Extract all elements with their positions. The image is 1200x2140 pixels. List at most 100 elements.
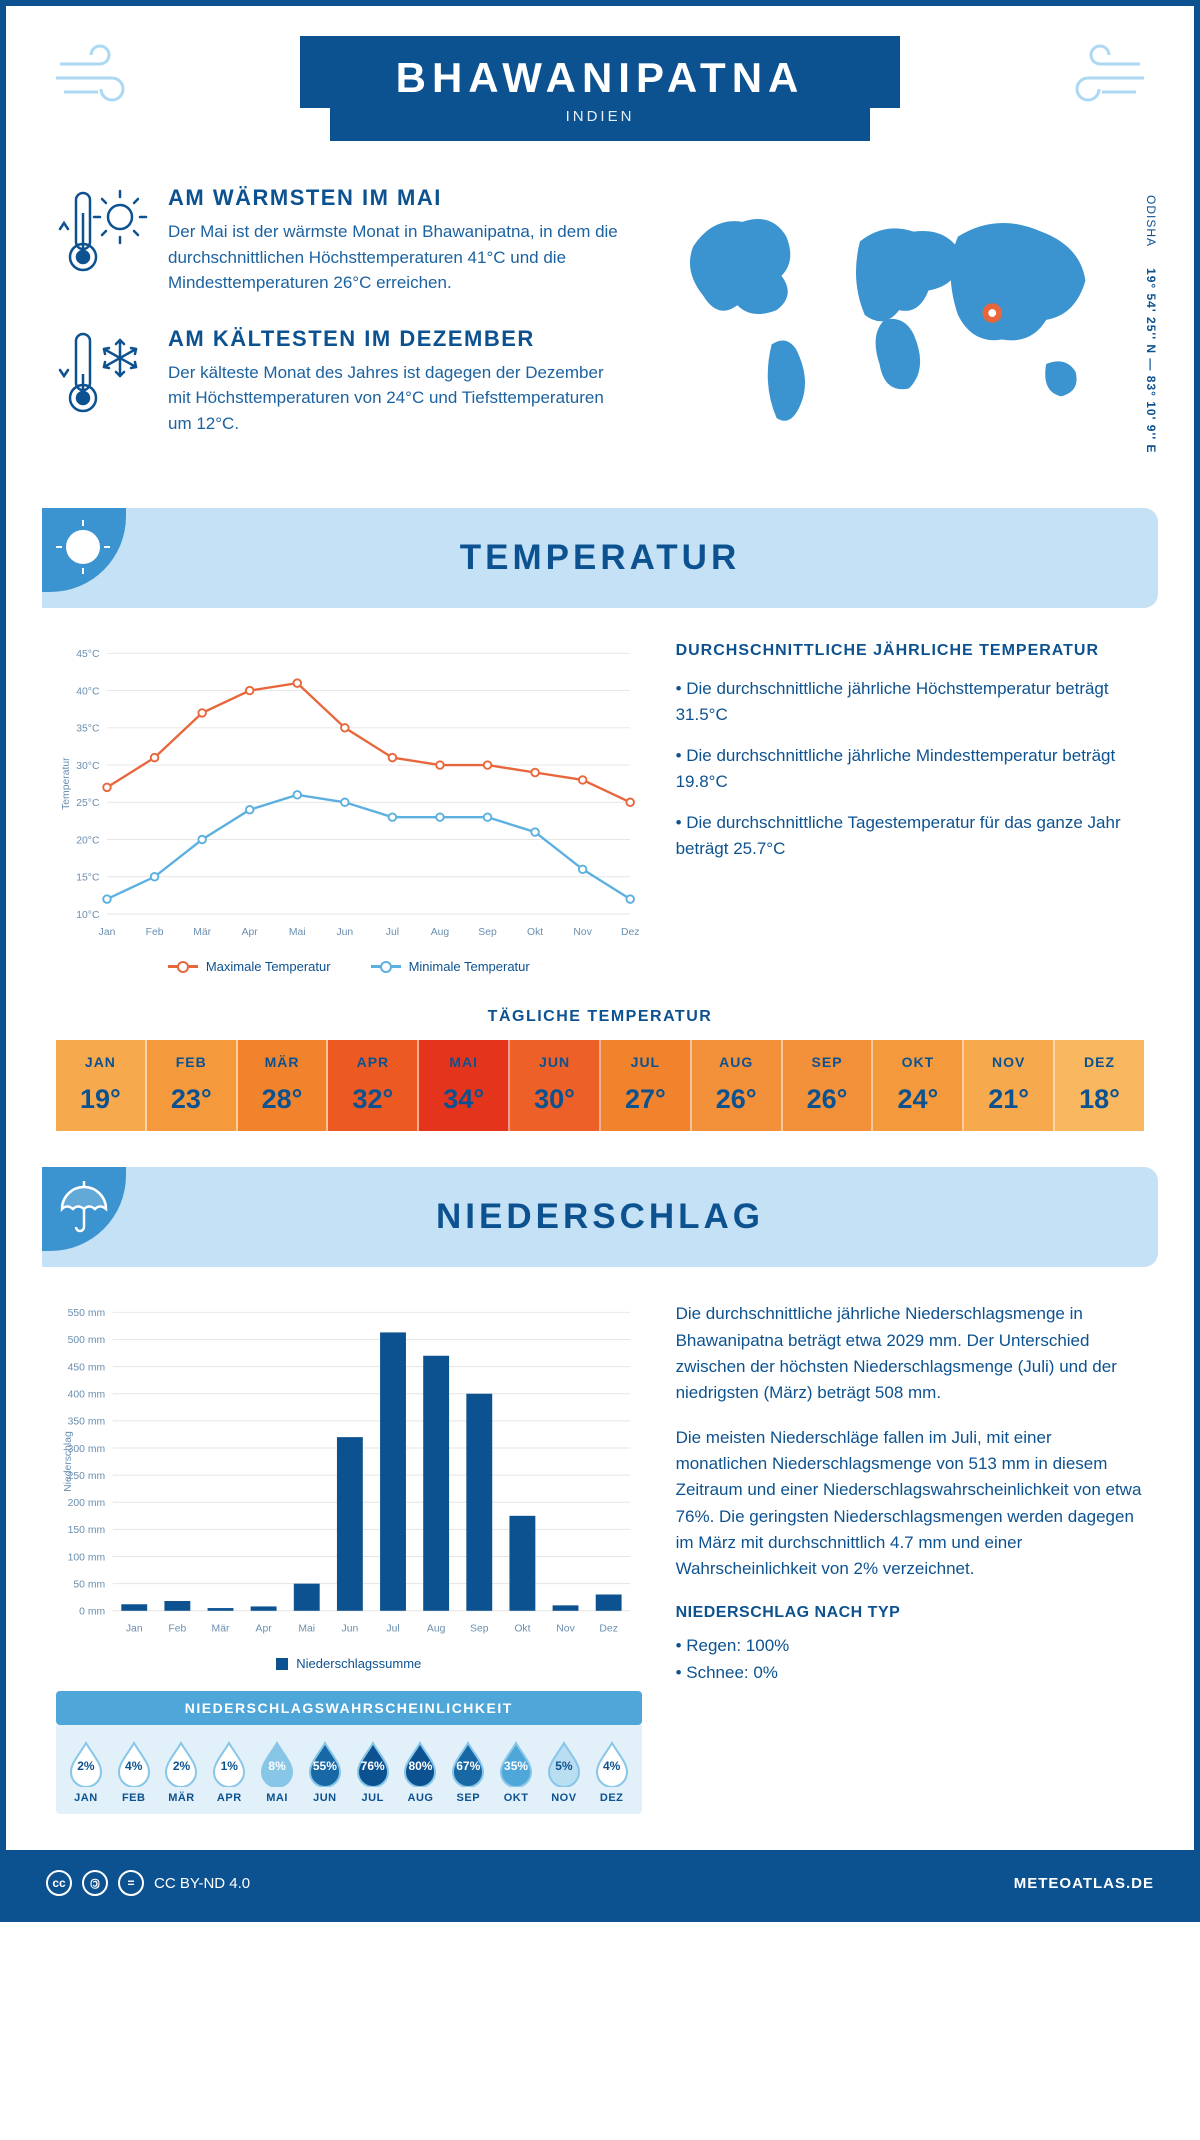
- svg-text:Apr: Apr: [242, 927, 259, 938]
- prob-cell: 1% APR: [205, 1739, 253, 1804]
- rain-left-col: 0 mm50 mm100 mm150 mm200 mm250 mm300 mm3…: [56, 1301, 642, 1814]
- svg-text:Okt: Okt: [527, 927, 543, 938]
- daily-cell: APR32°: [328, 1040, 419, 1131]
- rain-type-title: NIEDERSCHLAG NACH TYP: [676, 1601, 1144, 1626]
- rain-legend: Niederschlagssumme: [56, 1656, 642, 1671]
- svg-text:Mai: Mai: [289, 927, 306, 938]
- section-temperature: TEMPERATUR: [42, 508, 1158, 608]
- fact-warmest: AM WÄRMSTEN IM MAI Der Mai ist der wärms…: [56, 185, 620, 296]
- section-rain: NIEDERSCHLAG: [42, 1167, 1158, 1267]
- daily-cell: FEB23°: [147, 1040, 238, 1131]
- svg-text:Jan: Jan: [99, 927, 116, 938]
- svg-text:450 mm: 450 mm: [68, 1363, 105, 1374]
- daily-cell: DEZ18°: [1055, 1040, 1144, 1131]
- svg-text:Feb: Feb: [146, 927, 164, 938]
- svg-text:10°C: 10°C: [76, 910, 100, 921]
- map-col: ODISHA 19° 54' 25'' N — 83° 10' 9'' E: [654, 185, 1144, 466]
- site-label: METEOATLAS.DE: [1014, 1875, 1154, 1892]
- svg-text:Sep: Sep: [478, 927, 497, 938]
- daily-cell: SEP26°: [783, 1040, 874, 1131]
- umbrella-icon: [52, 1175, 114, 1242]
- nd-icon: =: [118, 1870, 144, 1896]
- svg-text:20°C: 20°C: [76, 835, 100, 846]
- svg-text:Temperatur: Temperatur: [61, 757, 72, 810]
- prob-cell: 76% JUL: [349, 1739, 397, 1804]
- svg-text:Apr: Apr: [256, 1624, 273, 1635]
- svg-text:50 mm: 50 mm: [73, 1580, 105, 1591]
- fact-title: AM KÄLTESTEN IM DEZEMBER: [168, 326, 620, 352]
- svg-text:Mär: Mär: [193, 927, 211, 938]
- svg-text:350 mm: 350 mm: [68, 1417, 105, 1428]
- country-label: INDIEN: [390, 108, 810, 125]
- temp-legend: Maximale Temperatur Minimale Temperatur: [56, 959, 642, 974]
- temp-content: 10°C15°C20°C25°C30°C35°C40°C45°CJanFebMä…: [6, 608, 1194, 992]
- coordinates-label: ODISHA 19° 54' 25'' N — 83° 10' 9'' E: [1144, 195, 1158, 454]
- daily-cell: MÄR28°: [238, 1040, 329, 1131]
- header: BHAWANIPATNA INDIEN: [6, 6, 1194, 161]
- daily-temperature-row: JAN19°FEB23°MÄR28°APR32°MAI34°JUN30°JUL2…: [56, 1040, 1144, 1131]
- svg-text:Jun: Jun: [336, 927, 353, 938]
- svg-text:Niederschlag: Niederschlag: [63, 1431, 74, 1492]
- rain-chart: 0 mm50 mm100 mm150 mm200 mm250 mm300 mm3…: [56, 1301, 642, 1641]
- daily-cell: OKT24°: [873, 1040, 964, 1131]
- daily-title: TÄGLICHE TEMPERATUR: [6, 1008, 1194, 1026]
- fact-text: Der kälteste Monat des Jahres ist dagege…: [168, 360, 620, 437]
- svg-text:Aug: Aug: [431, 927, 450, 938]
- page: BHAWANIPATNA INDIEN AM WÄRMSTEN IM MAI D…: [0, 0, 1200, 1922]
- svg-text:30°C: 30°C: [76, 761, 100, 772]
- svg-text:Nov: Nov: [556, 1624, 575, 1635]
- svg-text:15°C: 15°C: [76, 873, 100, 884]
- by-icon: 🄯: [82, 1870, 108, 1896]
- svg-text:100 mm: 100 mm: [68, 1553, 105, 1564]
- svg-text:400 mm: 400 mm: [68, 1390, 105, 1401]
- world-map: [654, 185, 1144, 445]
- prob-cell: 5% NOV: [540, 1739, 588, 1804]
- prob-cell: 35% OKT: [492, 1739, 540, 1804]
- prob-cell: 4% FEB: [110, 1739, 158, 1804]
- svg-text:Jun: Jun: [342, 1624, 359, 1635]
- prob-cell: 8% MAI: [253, 1739, 301, 1804]
- svg-text:Jul: Jul: [386, 1624, 399, 1635]
- svg-text:Mär: Mär: [212, 1624, 230, 1635]
- section-title: NIEDERSCHLAG: [436, 1197, 764, 1237]
- prob-cell: 80% AUG: [397, 1739, 445, 1804]
- daily-cell: AUG26°: [692, 1040, 783, 1131]
- daily-cell: JAN19°: [56, 1040, 147, 1131]
- rain-para: Die durchschnittliche jährliche Niedersc…: [676, 1301, 1144, 1406]
- thermometer-snow-icon: [56, 326, 150, 420]
- section-title: TEMPERATUR: [460, 538, 740, 578]
- svg-text:Sep: Sep: [470, 1624, 489, 1635]
- rain-type-line: • Regen: 100%: [676, 1633, 1144, 1659]
- svg-text:Aug: Aug: [427, 1624, 446, 1635]
- probability-title: NIEDERSCHLAGSWAHRSCHEINLICHKEIT: [56, 1691, 642, 1725]
- svg-text:0 mm: 0 mm: [79, 1607, 105, 1618]
- fact-text: Der Mai ist der wärmste Monat in Bhawani…: [168, 219, 620, 296]
- svg-text:200 mm: 200 mm: [68, 1498, 105, 1509]
- temp-summary: DURCHSCHNITTLICHE JÄHRLICHE TEMPERATUR •…: [676, 642, 1144, 974]
- rain-para: Die meisten Niederschläge fallen im Juli…: [676, 1425, 1144, 1583]
- svg-text:40°C: 40°C: [76, 686, 100, 697]
- rain-content: 0 mm50 mm100 mm150 mm200 mm250 mm300 mm3…: [6, 1267, 1194, 1838]
- daily-cell: JUL27°: [601, 1040, 692, 1131]
- footer: cc 🄯 = CC BY-ND 4.0 METEOATLAS.DE: [6, 1850, 1194, 1916]
- summary-title: DURCHSCHNITTLICHE JÄHRLICHE TEMPERATUR: [676, 642, 1144, 660]
- facts-col: AM WÄRMSTEN IM MAI Der Mai ist der wärms…: [56, 185, 620, 466]
- sun-icon: [52, 516, 114, 583]
- intro-section: AM WÄRMSTEN IM MAI Der Mai ist der wärms…: [6, 161, 1194, 496]
- prob-cell: 4% DEZ: [588, 1739, 636, 1804]
- svg-text:150 mm: 150 mm: [68, 1525, 105, 1536]
- summary-line: • Die durchschnittliche Tagestemperatur …: [676, 810, 1144, 861]
- fact-title: AM WÄRMSTEN IM MAI: [168, 185, 620, 211]
- svg-text:Feb: Feb: [168, 1624, 186, 1635]
- daily-cell: JUN30°: [510, 1040, 601, 1131]
- temp-chart: 10°C15°C20°C25°C30°C35°C40°C45°CJanFebMä…: [56, 642, 642, 974]
- svg-text:Dez: Dez: [599, 1624, 617, 1635]
- fact-coldest: AM KÄLTESTEN IM DEZEMBER Der kälteste Mo…: [56, 326, 620, 437]
- svg-text:25°C: 25°C: [76, 798, 100, 809]
- city-title: BHAWANIPATNA: [390, 54, 810, 102]
- svg-text:Mai: Mai: [298, 1624, 315, 1635]
- prob-cell: 67% SEP: [444, 1739, 492, 1804]
- svg-text:Jul: Jul: [386, 927, 399, 938]
- prob-cell: 55% JUN: [301, 1739, 349, 1804]
- daily-cell: NOV21°: [964, 1040, 1055, 1131]
